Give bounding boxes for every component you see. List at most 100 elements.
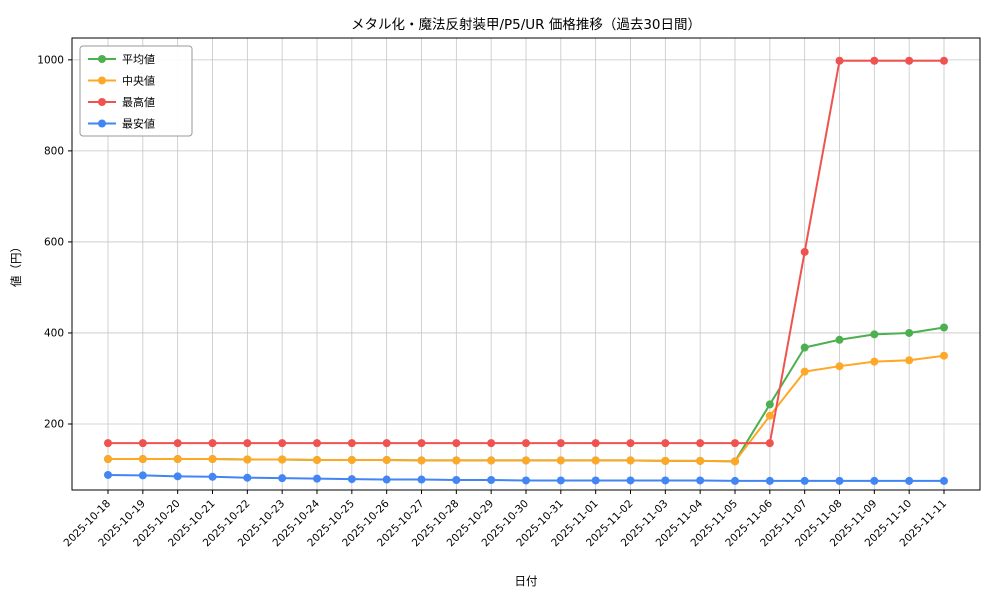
series-min-marker (940, 476, 948, 485)
series-max-marker (556, 439, 565, 448)
legend-marker-sample (98, 119, 106, 128)
tick-marks (68, 59, 945, 494)
legend-item-average: 平均値 (88, 53, 155, 66)
series-median (104, 351, 948, 466)
series-median-marker (731, 457, 739, 466)
series-max-marker (696, 439, 705, 448)
series-max-marker (104, 439, 112, 448)
legend-item-label: 平均値 (122, 53, 155, 66)
series-median-marker (800, 367, 809, 376)
series-max-marker (765, 439, 774, 448)
series-average-marker (835, 335, 844, 344)
series-min-marker (591, 476, 600, 485)
series-min-marker (452, 475, 461, 484)
y-tick-label: 400 (44, 327, 64, 339)
series-max-marker (661, 439, 670, 448)
chart-title: メタル化・魔法反射装甲/P5/UR 価格推移（過去30日間） (350, 17, 702, 33)
series-min-marker (731, 476, 739, 485)
series-min-marker (696, 476, 705, 485)
axes-border (71, 37, 981, 491)
series-average-marker (800, 343, 809, 352)
series-median-marker (626, 456, 635, 465)
series-max-marker (626, 439, 635, 448)
series-min-marker (835, 476, 844, 485)
series-median-marker (452, 456, 461, 465)
series-average-marker (905, 328, 914, 337)
series-median-marker (313, 455, 321, 464)
series-min-marker (382, 475, 391, 484)
series-max-marker (870, 56, 879, 65)
series-min-marker (347, 475, 356, 484)
series-min-marker (278, 474, 287, 483)
series-min-marker (487, 475, 496, 484)
series-median-marker (382, 455, 391, 464)
series-median-marker (591, 456, 600, 465)
series-min-marker (800, 476, 809, 485)
series-max-marker (138, 439, 147, 448)
legend-marker-sample (98, 76, 106, 85)
series-min-marker (173, 472, 182, 481)
y-axis-label: 値（円） (9, 241, 23, 287)
y-tick-label: 200 (44, 418, 64, 430)
series-max-marker (313, 439, 321, 448)
series-average-marker (765, 400, 774, 409)
series-max-marker (452, 439, 461, 448)
series-median-marker (870, 357, 879, 366)
series-max-marker (278, 439, 287, 448)
series-max-marker (347, 439, 356, 448)
series-max-marker (835, 56, 844, 65)
y-tick-label: 600 (44, 236, 64, 248)
series-median-marker (138, 455, 147, 464)
legend-item-label: 最高値 (122, 95, 155, 109)
series-median-marker (765, 411, 774, 420)
series-median-marker (522, 456, 530, 465)
series-max-marker (591, 439, 600, 448)
series-max-marker (731, 439, 739, 448)
series-median-marker (696, 456, 705, 465)
series-average-marker (940, 323, 948, 332)
x-axis-label: 日付 (514, 574, 538, 588)
series-median-marker (104, 455, 112, 464)
series-max (104, 56, 948, 448)
series-min-marker (313, 474, 321, 483)
series-min-marker (870, 476, 879, 485)
series-min-marker (522, 476, 530, 485)
series-median-marker (940, 351, 948, 360)
series-min-marker (661, 476, 670, 485)
legend-item-median: 中央値 (88, 74, 155, 87)
series-median-marker (278, 455, 287, 464)
series-min-marker (243, 473, 252, 482)
series-median-marker (243, 455, 252, 464)
series-max-marker (417, 439, 426, 448)
series-median-marker (661, 456, 670, 465)
legend-item-min: 最安値 (88, 116, 155, 130)
series-median-marker (556, 456, 565, 465)
series-min-marker (765, 476, 774, 485)
legend-item-label: 最安値 (122, 116, 155, 130)
series-max-marker (243, 439, 252, 448)
series-max-marker (173, 439, 182, 448)
series-min-marker (905, 476, 914, 485)
y-tick-label: 1000 (37, 54, 64, 66)
series-median-marker (905, 356, 914, 365)
series-max-marker (522, 439, 530, 448)
legend-item-label: 中央値 (122, 74, 155, 87)
legend-box (79, 45, 193, 137)
series-min-marker (626, 476, 635, 485)
series-median-marker (208, 455, 217, 464)
series-median-marker (487, 456, 496, 465)
series-min-marker (104, 470, 112, 479)
series-max-marker (208, 439, 217, 448)
series-min-marker (556, 476, 565, 485)
series-median-marker (417, 456, 426, 465)
series-max-marker (940, 56, 948, 65)
series-max-marker (905, 56, 914, 65)
series-max-marker (382, 439, 391, 448)
series-max-marker (487, 439, 496, 448)
series-median-marker (347, 455, 356, 464)
y-tick-label: 800 (44, 145, 64, 157)
series-median-marker (835, 362, 844, 371)
